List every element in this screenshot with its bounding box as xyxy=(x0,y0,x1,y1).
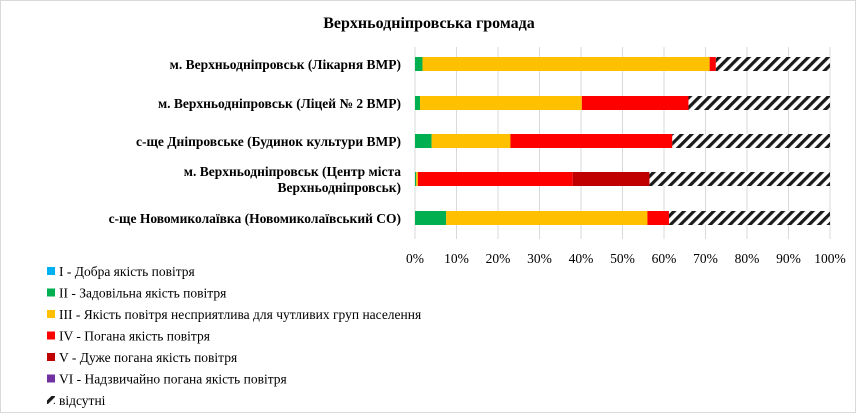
legend-label: III - Якість повітря несприятлива для чу… xyxy=(59,307,421,322)
x-tick-label: 70% xyxy=(693,251,718,266)
bar-segment xyxy=(416,172,418,186)
category-label: Верхньодніпровськ) xyxy=(278,180,401,195)
legend-label: II - Задовільна якість повітря xyxy=(59,286,226,301)
category-label: с-ще Дніпровське (Будинок культури ВМР) xyxy=(136,134,401,149)
x-tick-label: 40% xyxy=(569,251,594,266)
category-label: м. Верхньодніпровськ (Ліцей № 2 ВМР) xyxy=(158,96,401,111)
bar-segment xyxy=(510,134,673,148)
bar-segment xyxy=(715,57,830,71)
category-label: с-ще Новомиколаївка (Новомиколаївський С… xyxy=(109,211,401,226)
x-axis-ticks: 0% 10% 20% 30% 40% 50% 60% 70% 80% 90% 100% xyxy=(406,251,846,266)
legend-swatch xyxy=(47,353,55,361)
bar-segment xyxy=(581,96,689,110)
legend-swatch xyxy=(47,331,55,340)
legend: I - Добра якість повітря II - Задовільна … xyxy=(47,264,421,408)
legend-label: I - Добра якість повітря xyxy=(59,264,195,279)
x-tick-label: 100% xyxy=(814,251,846,266)
category-labels: м. Верхньодніпровськ (Лікарня ВМР) м. Вер… xyxy=(109,57,402,226)
bar-segment xyxy=(419,96,582,110)
bar-segment xyxy=(649,172,830,186)
category-label: м. Верхньодніпровськ (Центр міста xyxy=(184,164,401,179)
legend-swatch xyxy=(47,396,55,404)
bar-segment xyxy=(709,57,716,71)
x-tick-label: 0% xyxy=(406,251,424,266)
legend-label: IV - Погана якість повітря xyxy=(59,329,210,344)
legend-swatch xyxy=(47,288,55,297)
bar-segment xyxy=(668,211,830,225)
bar-segment xyxy=(415,134,432,148)
bars xyxy=(415,57,830,225)
bar-segment xyxy=(415,172,417,186)
legend-label: VI - Надзвичайно погана якість повітря xyxy=(59,372,287,387)
x-tick-label: 10% xyxy=(444,251,469,266)
x-tick-label: 50% xyxy=(610,251,635,266)
legend-label: V - Дуже погана якість повітря xyxy=(59,350,237,365)
bar-segment xyxy=(688,96,830,110)
legend-swatch xyxy=(47,310,55,318)
bar-segment xyxy=(415,57,423,71)
category-label: м. Верхньодніпровськ (Лікарня ВМР) xyxy=(170,57,401,72)
legend-swatch xyxy=(47,267,55,275)
bar-segment xyxy=(446,211,648,225)
legend-swatch xyxy=(47,374,55,383)
bar-segment xyxy=(572,172,650,186)
x-tick-label: 60% xyxy=(652,251,677,266)
bar-segment xyxy=(415,96,420,110)
bar-segment xyxy=(647,211,669,225)
bar-segment xyxy=(417,172,573,186)
x-tick-label: 20% xyxy=(486,251,511,266)
bar-segment xyxy=(415,211,447,225)
x-tick-label: 80% xyxy=(735,251,760,266)
legend-label: відсутні xyxy=(59,393,106,408)
chart-title: Верхньодніпровська громада xyxy=(323,15,534,32)
bar-segment xyxy=(672,134,830,148)
x-tick-label: 30% xyxy=(527,251,552,266)
bar-segment xyxy=(422,57,710,71)
x-tick-label: 90% xyxy=(776,251,801,266)
bar-segment xyxy=(431,134,511,148)
